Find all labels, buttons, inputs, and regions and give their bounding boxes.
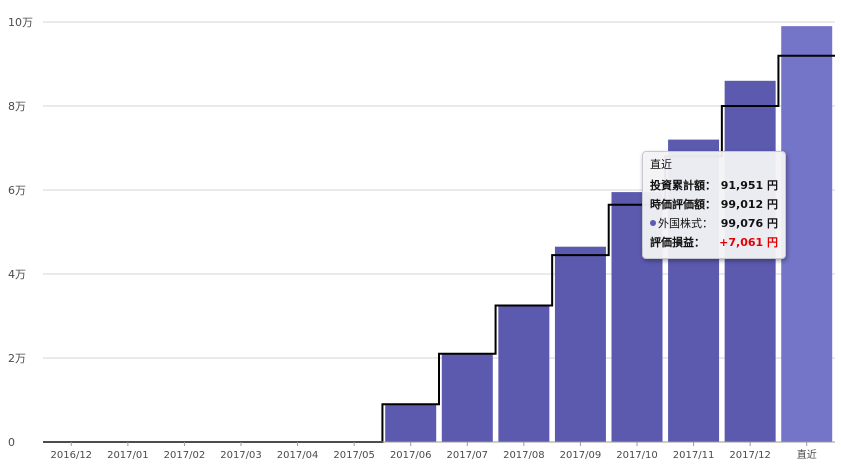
bar[interactable] (724, 80, 776, 443)
y-tick-label: 10万 (8, 16, 33, 29)
x-tick-label: 2017/05 (333, 450, 375, 461)
x-tick-label: 2017/08 (503, 450, 545, 461)
tooltip-value: 91,951 円 (720, 179, 778, 192)
x-tick-label: 2017/07 (447, 450, 489, 461)
x-tick-label: 2017/09 (560, 450, 602, 461)
tooltip-value: 99,012 円 (720, 198, 778, 211)
tooltip-title: 直近 (650, 158, 672, 171)
y-tick-label: 0 (8, 436, 15, 449)
tooltip-value: +7,061 円 (719, 236, 778, 249)
tooltip-row-market-value: 時価評価額： 99,012 円 (650, 195, 778, 214)
tooltip-key: 評価損益： (650, 236, 705, 249)
x-tick-label: 2017/12 (729, 450, 771, 461)
tooltip: 直近 投資累計額： 91,951 円 時価評価額： 99,012 円 外国株式：… (642, 151, 786, 259)
x-tick-label: 2017/01 (107, 450, 149, 461)
x-tick-label: 2017/11 (673, 450, 715, 461)
tooltip-row-investment: 投資累計額： 91,951 円 (650, 176, 778, 195)
x-tick-label: 2017/03 (220, 450, 262, 461)
tooltip-key: 時価評価額： (650, 198, 716, 211)
x-tick-label: 2017/10 (616, 450, 658, 461)
y-tick-label: 8万 (8, 100, 26, 113)
tooltip-row-profit: 評価損益： +7,061 円 (650, 233, 778, 252)
tooltip-row-foreign-stocks: 外国株式： 99,076 円 (650, 214, 778, 233)
x-tick-label: 2016/12 (51, 450, 93, 461)
y-tick-label: 2万 (8, 352, 26, 365)
tooltip-value: 99,076 円 (720, 217, 778, 230)
x-tick-label: 2017/04 (277, 450, 319, 461)
axes: 0 2万 4万 6万 8万 10万 2016/12 2017/01 2017/02 2017/03… (8, 16, 835, 461)
bar[interactable] (385, 404, 437, 442)
x-tick-label: 直近 (797, 448, 817, 461)
bar[interactable] (498, 305, 550, 443)
bar[interactable] (554, 246, 606, 442)
y-tick-label: 4万 (8, 268, 26, 281)
bar[interactable] (781, 26, 833, 443)
x-tick-label: 2017/06 (390, 450, 432, 461)
tooltip-key: 外国株式： (658, 217, 713, 230)
x-tick-label: 2017/02 (164, 450, 206, 461)
y-tick-label: 6万 (8, 184, 26, 197)
series-dot-icon (650, 220, 656, 226)
tooltip-key: 投資累計額： (650, 179, 716, 192)
bar[interactable] (441, 353, 493, 442)
bars (385, 26, 833, 443)
